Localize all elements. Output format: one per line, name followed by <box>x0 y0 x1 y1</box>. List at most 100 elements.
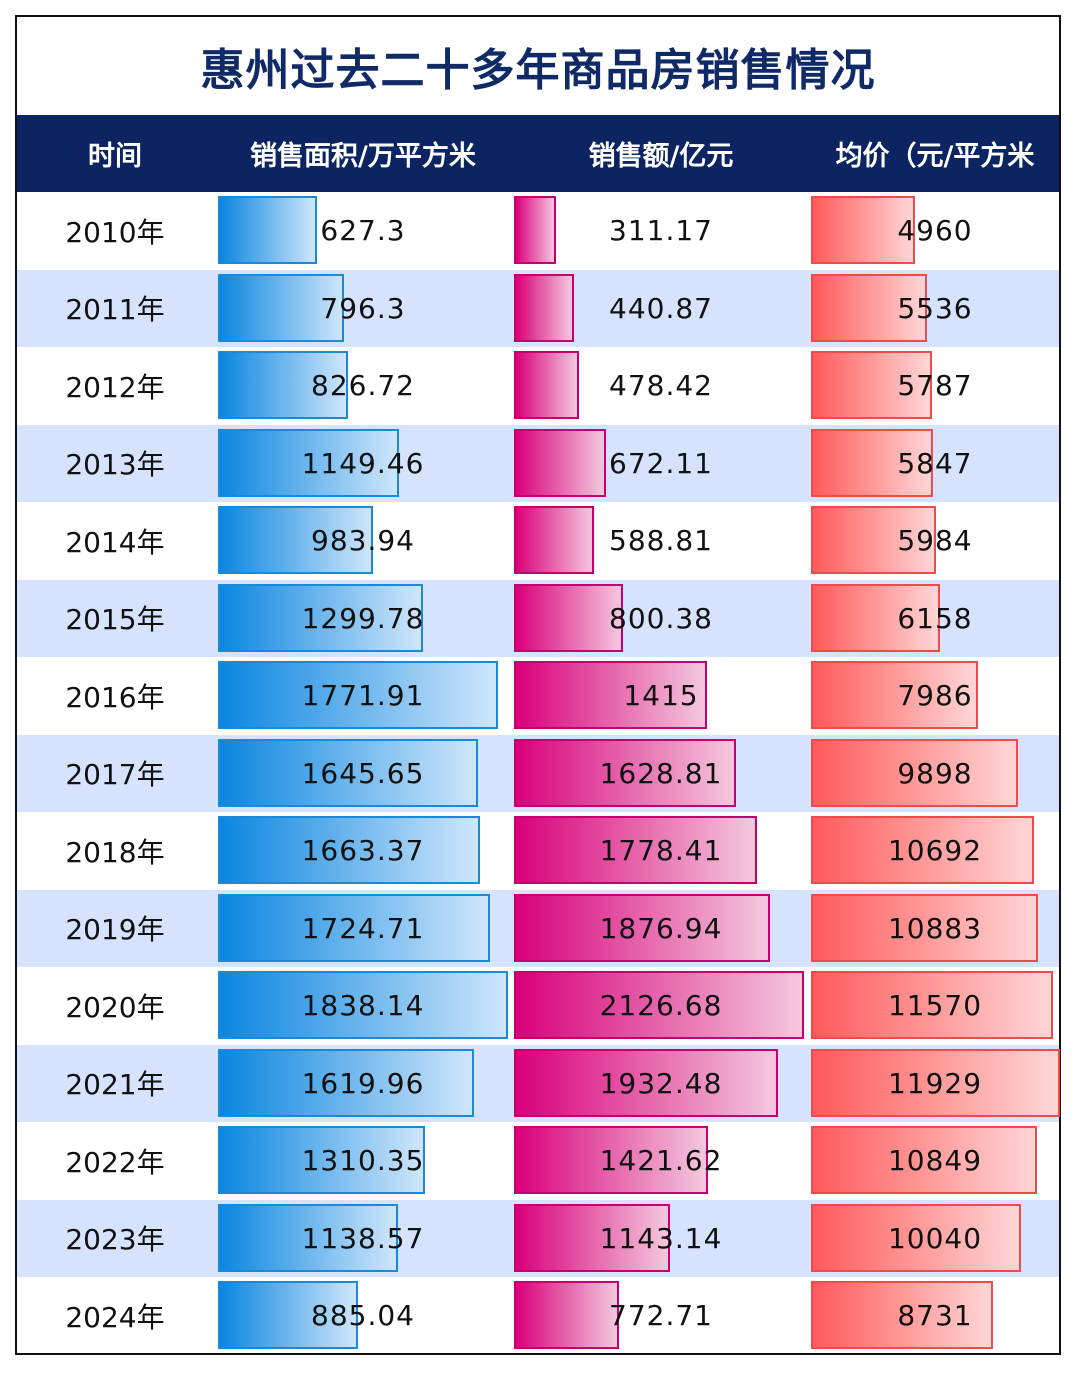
price-bar <box>811 583 940 652</box>
price-value: 6158 <box>897 601 973 635</box>
price-value: 5847 <box>897 446 973 480</box>
header-area: 销售面积/万平方米 <box>250 141 476 172</box>
price-value: 10040 <box>887 1221 983 1255</box>
area-value: 1663.37 <box>301 834 425 868</box>
area-value: 627.3 <box>320 214 406 248</box>
amount-bar <box>514 428 606 497</box>
area-bar <box>218 428 400 497</box>
amount-value: 1932.48 <box>599 1066 723 1100</box>
price-value: 9898 <box>897 756 973 790</box>
table-row: 2019年 1724.71 1876.94 10883 <box>17 889 1059 967</box>
price-value: 7986 <box>897 679 973 713</box>
table-row: 2022年 1310.35 1421.62 10849 <box>17 1122 1059 1200</box>
amount-bar <box>514 893 770 962</box>
chart-frame: 惠州过去二十多年商品房销售情况 时间 销售面积/万平方米 销售额/亿元 均价（元… <box>15 15 1061 1355</box>
price-value: 11570 <box>887 989 983 1023</box>
amount-bar <box>514 506 595 574</box>
year-label: 2022年 <box>65 1145 165 1179</box>
year-label: 2021年 <box>65 1068 165 1102</box>
amount-bar <box>514 273 575 342</box>
price-bar <box>811 971 1053 1039</box>
amount-bar <box>514 1203 670 1272</box>
area-value: 1619.96 <box>301 1066 425 1100</box>
amount-bar <box>514 1048 778 1117</box>
area-bar <box>218 1048 474 1117</box>
table-row: 2012年 826.72 478.42 5787 <box>17 347 1059 425</box>
header-amount: 销售额/亿元 <box>588 141 734 172</box>
price-value: 4960 <box>897 214 973 248</box>
price-bar <box>811 196 915 264</box>
table-row: 2017年 1645.65 1628.81 9898 <box>17 734 1059 812</box>
chart-title: 惠州过去二十多年商品房销售情况 <box>200 45 876 96</box>
amount-value: 1628.81 <box>599 756 723 790</box>
area-bar <box>218 971 508 1039</box>
price-bar <box>811 506 936 574</box>
price-value: 5984 <box>897 524 973 558</box>
amount-bar <box>514 971 804 1039</box>
price-bar <box>811 1203 1021 1272</box>
table-header: 时间 销售面积/万平方米 销售额/亿元 均价（元/平方米 <box>17 115 1059 192</box>
table-row: 2021年 1619.96 1932.48 11929 <box>17 1044 1060 1122</box>
amount-value: 1778.41 <box>599 834 723 868</box>
price-value: 8731 <box>897 1299 973 1333</box>
area-value: 885.04 <box>311 1299 415 1333</box>
area-bar <box>218 1126 425 1194</box>
table-row: 2020年 1838.14 2126.68 11570 <box>17 967 1059 1045</box>
year-label: 2010年 <box>65 215 165 249</box>
area-bar <box>218 738 478 807</box>
price-bar <box>811 351 932 419</box>
table-row: 2014年 983.94 588.81 5984 <box>17 502 1059 580</box>
price-value: 5787 <box>897 369 973 403</box>
year-label: 2016年 <box>65 680 165 714</box>
year-label: 2014年 <box>65 525 165 559</box>
amount-bar <box>514 196 557 264</box>
amount-value: 311.17 <box>609 214 713 248</box>
year-label: 2015年 <box>65 603 165 637</box>
price-value: 10883 <box>887 911 983 945</box>
table-row: 2013年 1149.46 672.11 5847 <box>17 424 1059 502</box>
price-bar <box>811 1281 994 1349</box>
area-bar <box>218 506 374 574</box>
year-label: 2023年 <box>65 1223 165 1257</box>
year-label: 2024年 <box>65 1300 165 1334</box>
header-time: 时间 <box>88 141 142 172</box>
amount-value: 672.11 <box>609 446 713 480</box>
price-bar <box>811 428 934 497</box>
amount-value: 588.81 <box>609 524 713 558</box>
area-value: 1138.57 <box>301 1221 425 1255</box>
amount-bar <box>514 583 624 652</box>
price-bar <box>811 816 1035 884</box>
amount-value: 800.38 <box>609 601 713 635</box>
table-row: 2024年 885.04 772.71 8731 <box>17 1277 1059 1355</box>
area-bar <box>218 1203 398 1272</box>
area-value: 1838.14 <box>301 989 425 1023</box>
area-bar <box>218 661 498 729</box>
price-value: 10849 <box>887 1144 983 1178</box>
price-value: 10692 <box>887 834 983 868</box>
area-value: 1149.46 <box>301 446 425 480</box>
amount-value: 2126.68 <box>599 989 723 1023</box>
area-value: 1771.91 <box>301 679 425 713</box>
table-row: 2015年 1299.78 800.38 6158 <box>17 579 1059 657</box>
amount-value: 478.42 <box>609 369 713 403</box>
amount-bar <box>514 1281 620 1349</box>
amount-value: 1143.14 <box>599 1221 723 1255</box>
amount-bar <box>514 1126 708 1194</box>
table-row: 2018年 1663.37 1778.41 10692 <box>17 812 1059 890</box>
table-row: 2023年 1138.57 1143.14 10040 <box>17 1199 1059 1277</box>
amount-bar <box>514 816 757 884</box>
year-label: 2020年 <box>65 990 165 1024</box>
amount-value: 1415 <box>623 679 699 713</box>
area-bar <box>218 351 349 419</box>
amount-value: 1421.62 <box>599 1144 723 1178</box>
amount-bar <box>514 661 707 729</box>
header-price: 均价（元/平方米 <box>835 141 1035 172</box>
area-value: 1310.35 <box>301 1144 425 1178</box>
area-value: 983.94 <box>311 524 415 558</box>
year-label: 2011年 <box>65 293 165 327</box>
area-value: 1645.65 <box>301 756 425 790</box>
price-bar <box>811 273 927 342</box>
year-label: 2019年 <box>65 913 165 947</box>
area-value: 1724.71 <box>301 911 425 945</box>
amount-value: 1876.94 <box>599 911 723 945</box>
